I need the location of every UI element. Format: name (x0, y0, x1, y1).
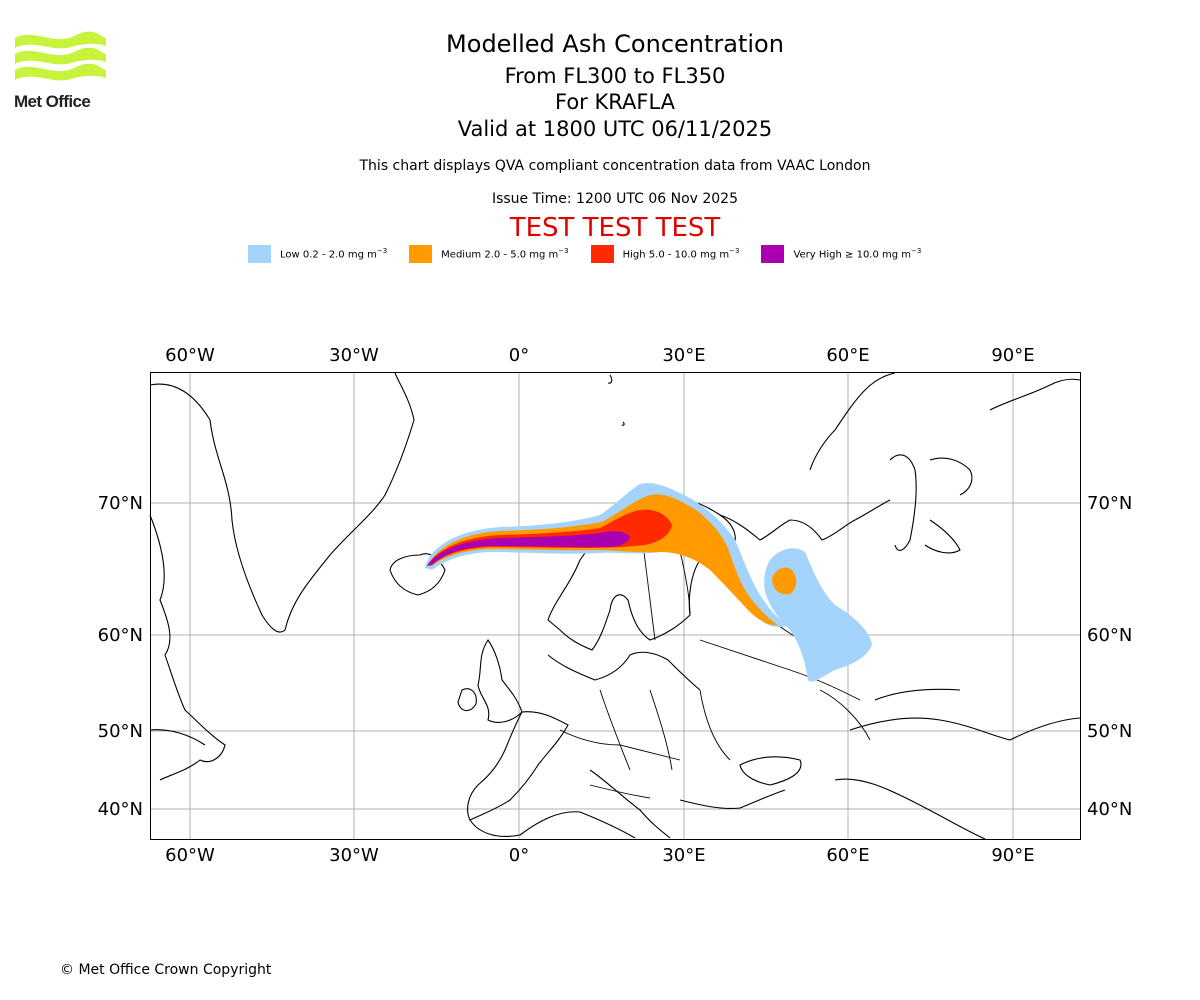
legend-swatch-medium (409, 245, 433, 263)
legend-swatch-very-high (761, 245, 785, 263)
legend-item-medium: Medium 2.0 - 5.0 mg m−3 (409, 245, 569, 263)
copyright-notice: © Met Office Crown Copyright (60, 962, 272, 978)
longitude-ticks-top: 60°W 30°W 0° 30°E 60°E 90°E (165, 345, 1034, 366)
logo-wordmark: Met Office (14, 92, 91, 111)
lat-tick-right: 50°N (1087, 721, 1132, 742)
lat-tick-right: 60°N (1087, 625, 1132, 646)
chart-title: Modelled Ash Concentration (446, 30, 784, 58)
lon-tick-top: 0° (509, 345, 529, 366)
ash-very-high-region (427, 531, 630, 566)
qva-note: This chart displays QVA compliant concen… (359, 158, 871, 174)
ash-medium-region (428, 494, 778, 626)
legend-label-high: High 5.0 - 10.0 mg m−3 (622, 247, 740, 261)
lon-tick-bottom: 90°E (991, 845, 1034, 866)
issue-time: Issue Time: 1200 UTC 06 Nov 2025 (491, 191, 739, 207)
flight-level-range: From FL300 to FL350 (504, 64, 726, 88)
ash-medium-region-east (772, 567, 797, 595)
legend-item-high: High 5.0 - 10.0 mg m−3 (590, 245, 740, 263)
coastlines (149, 372, 1081, 840)
legend-label-medium: Medium 2.0 - 5.0 mg m−3 (441, 247, 569, 261)
map-frame (150, 372, 1081, 840)
valid-time: Valid at 1800 UTC 06/11/2025 (457, 117, 773, 141)
test-banner: TEST TEST TEST (509, 213, 721, 243)
lat-tick-left: 70°N (98, 493, 143, 514)
lon-tick-bottom: 60°W (165, 845, 215, 866)
legend-swatch-high (590, 245, 614, 263)
lon-tick-top: 30°W (329, 345, 379, 366)
concentration-legend: Low 0.2 - 2.0 mg m−3 Medium 2.0 - 5.0 mg… (248, 244, 943, 264)
legend-label-very-high: Very High ≥ 10.0 mg m−3 (793, 247, 922, 261)
lat-tick-right: 70°N (1087, 493, 1132, 514)
lon-tick-top: 30°E (662, 345, 705, 366)
lat-tick-right: 40°N (1087, 799, 1132, 820)
met-office-logo (15, 31, 106, 81)
lon-tick-bottom: 60°E (826, 845, 869, 866)
latitude-ticks-left: 70°N 60°N 50°N 40°N (98, 493, 143, 820)
legend-item-very-high: Very High ≥ 10.0 mg m−3 (761, 245, 921, 263)
lon-tick-bottom: 30°E (662, 845, 705, 866)
lat-tick-left: 40°N (98, 799, 143, 820)
ash-plume (425, 482, 872, 682)
lat-tick-left: 50°N (98, 721, 143, 742)
legend-item-low: Low 0.2 - 2.0 mg m−3 (248, 245, 387, 263)
lon-tick-bottom: 0° (509, 845, 529, 866)
lon-tick-bottom: 30°W (329, 845, 379, 866)
graticule (150, 373, 1080, 839)
volcano-name: For KRAFLA (555, 90, 675, 114)
legend-swatch-low (248, 245, 271, 263)
latitude-ticks-right: 70°N 60°N 50°N 40°N (1087, 493, 1132, 820)
ash-low-region-east (764, 548, 872, 682)
lon-tick-top: 60°W (165, 345, 215, 366)
longitude-ticks-bottom: 60°W 30°W 0° 30°E 60°E 90°E (165, 845, 1034, 866)
ash-low-region (425, 482, 790, 627)
legend-label-low: Low 0.2 - 2.0 mg m−3 (280, 247, 388, 261)
lon-tick-top: 90°E (991, 345, 1034, 366)
lon-tick-top: 60°E (826, 345, 869, 366)
lat-tick-left: 60°N (98, 625, 143, 646)
